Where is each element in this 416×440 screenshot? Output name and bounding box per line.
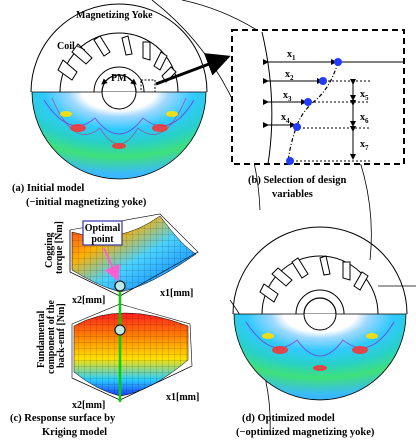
optimal-arrow [103, 247, 120, 282]
caption-c-line2: Kriging model [42, 427, 107, 438]
var-x2: x2 [285, 69, 294, 82]
cogging-surface [69, 213, 199, 297]
optimal-point-top [114, 280, 126, 292]
x2-axis-top: x2[mm] [72, 295, 105, 306]
x1-axis-top: x1[mm] [160, 288, 193, 299]
yoke-label: Magnetizing Yoke [76, 10, 153, 21]
design-point-4 [293, 123, 301, 131]
design-point-3 [304, 98, 312, 106]
optimized-slots [259, 255, 369, 303]
panel-d-optimized-model: (d) Optimized model (−optimized magnetiz… [232, 226, 416, 438]
var-x1: x1 [287, 49, 296, 62]
caption-a-line2: (−initial magnetizing yoke) [26, 197, 147, 208]
var-x3: x3 [283, 90, 292, 103]
backemf-axis-line2: component of the [46, 300, 57, 374]
var-x4: x4 [281, 112, 290, 125]
caption-a-line1: (a) Initial model [12, 183, 84, 194]
x1-axis-bottom: x1[mm] [166, 392, 199, 403]
caption-b-line2: variables [272, 189, 313, 200]
pm-label: PM [111, 73, 127, 84]
optimal-point-bottom [114, 324, 126, 336]
yoke-slots [57, 35, 177, 83]
backemf-axis-line1: Fundamental [36, 311, 47, 368]
backemf-axis-line3: back-emf [Nm] [56, 303, 67, 368]
caption-b-line1: (b) Selection of design [248, 175, 346, 186]
optimized-field-plot [233, 313, 407, 401]
caption-c-line1: (c) Response surface by [10, 413, 116, 424]
caption-d-line2: (−optimized magnetizing yoke) [236, 427, 375, 438]
cogging-axis-line2: torque [Nm] [54, 221, 65, 274]
caption-d-line1: (d) Optimized model [242, 413, 335, 424]
optimal-label-line2: point [91, 234, 114, 245]
panel-b-design-variables: x1 x2 x3 x4 x5 x6 x7 (b) Selection of de… [231, 29, 405, 200]
panel-c-response-surface: Optimal point Cogging torque [Nm] Fundam… [10, 213, 199, 438]
background-arc-2 [151, 0, 261, 211]
zoom-arrow [155, 53, 231, 86]
panel-a-initial-model: Magnetizing Yoke Coil PM (a) Initial mod… [12, 3, 231, 208]
backemf-surface [71, 303, 193, 401]
design-point-5 [286, 157, 294, 165]
var-x5: x5 [360, 89, 369, 102]
design-points [286, 58, 342, 165]
optimal-label-line1: Optimal [85, 223, 121, 234]
optimal-point-box [82, 220, 123, 246]
cogging-axis-line1: Cogging [44, 232, 55, 268]
design-point-2 [319, 77, 327, 85]
detail-box [231, 29, 405, 165]
x2-axis-bottom: x2[mm] [72, 400, 105, 411]
coil-label: Coil [57, 41, 75, 52]
optimized-yoke-outline [232, 226, 408, 315]
yoke-outline [30, 3, 208, 93]
field-plot [31, 91, 207, 180]
var-x6: x6 [360, 112, 369, 125]
design-point-1 [334, 58, 342, 66]
var-x7: x7 [360, 139, 369, 152]
